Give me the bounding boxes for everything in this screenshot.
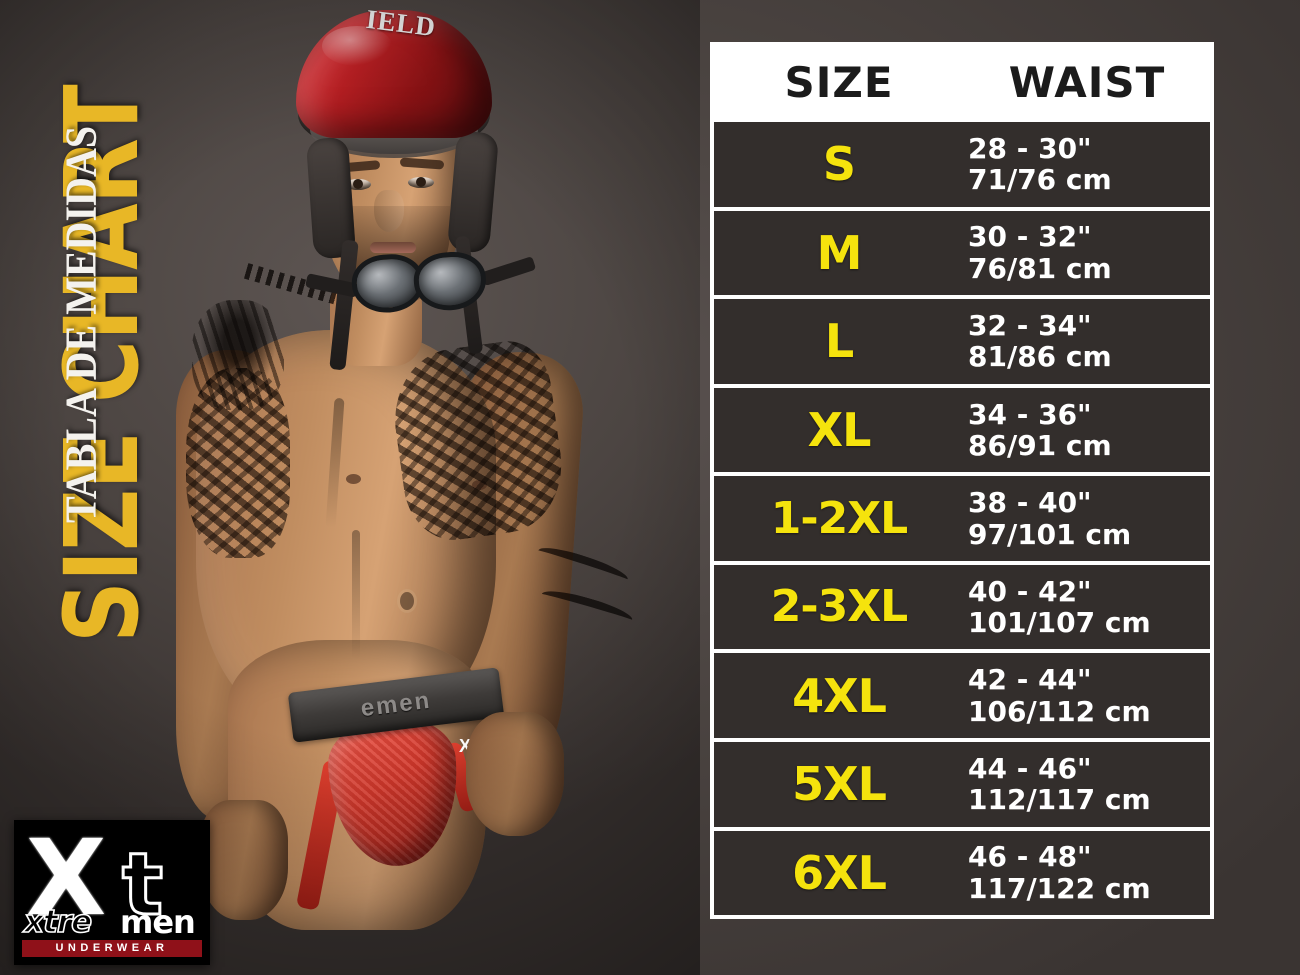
navel-piercing <box>400 592 414 610</box>
cell-waist: 46 - 48" 117/122 cm <box>964 841 1210 904</box>
waist-centimeters: 117/122 cm <box>968 871 1151 905</box>
table-row: S 28 - 30" 71/76 cm <box>714 118 1210 207</box>
waist-centimeters: 76/81 cm <box>968 251 1112 285</box>
cell-size: 4XL <box>792 668 887 723</box>
waist-centimeters: 86/91 cm <box>968 428 1112 462</box>
cell-waist: 34 - 36" 86/91 cm <box>964 397 1210 462</box>
helmet-gloss-highlight <box>322 26 392 66</box>
model-mouth <box>370 242 416 253</box>
table-row: M 30 - 32" 76/81 cm <box>714 206 1210 296</box>
table-row: 2-3XL 40 - 42" 101/107 cm <box>714 560 1210 650</box>
logo-tagline: UNDERWEAR <box>22 940 202 957</box>
cell-size: S <box>822 137 856 192</box>
column-header-waist: WAIST <box>1008 57 1166 107</box>
table-header-row: SIZE WAIST <box>714 46 1210 118</box>
waist-inches: 42 - 44" <box>968 663 1092 697</box>
red-helmet <box>296 10 492 138</box>
table-body: S 28 - 30" 71/76 cm M 30 - 32" 76/81 cm L 32 - … <box>714 118 1210 916</box>
table-row: 1-2XL 38 - 40" 97/101 cm <box>714 472 1210 561</box>
waist-centimeters: 81/86 cm <box>968 340 1112 374</box>
waist-centimeters: 97/101 cm <box>968 517 1132 551</box>
cell-size: 5XL <box>792 757 887 812</box>
brand-logo: X t xtre men UNDERWEAR <box>14 820 210 965</box>
table-row: 4XL 42 - 44" 106/112 cm <box>714 649 1210 738</box>
logo-t-mark: t <box>120 835 164 935</box>
column-header-size: SIZE <box>784 57 894 107</box>
cell-waist: 40 - 42" 101/107 cm <box>964 574 1210 640</box>
cell-size: 1-2XL <box>770 492 908 544</box>
table-row: L 32 - 34" 81/86 cm <box>714 295 1210 384</box>
waist-inches: 30 - 32" <box>968 220 1092 254</box>
size-chart-table: SIZE WAIST S 28 - 30" 71/76 cm M 30 - 32" 76/… <box>710 42 1214 919</box>
cell-size: L <box>824 314 854 369</box>
waist-inches: 46 - 48" <box>968 840 1092 874</box>
cell-size: M <box>816 225 863 280</box>
cell-size: 6XL <box>792 845 887 900</box>
abs-shading <box>352 530 360 660</box>
photo-vignette <box>0 0 700 975</box>
model-nose <box>374 190 404 232</box>
cell-waist: 30 - 32" 76/81 cm <box>964 221 1210 284</box>
cell-waist: 32 - 34" 81/86 cm <box>964 310 1210 373</box>
waist-inches: 40 - 42" <box>968 574 1092 608</box>
logo-wordmark: xtre men <box>22 903 202 941</box>
table-row: 5XL 44 - 46" 112/117 cm <box>714 737 1210 827</box>
cell-size: XL <box>807 402 872 457</box>
wolf-tattoo <box>192 300 284 410</box>
model-chest-detail-left <box>346 474 361 484</box>
cell-waist: 38 - 40" 97/101 cm <box>964 487 1210 550</box>
waist-inches: 28 - 30" <box>968 131 1092 165</box>
waist-inches: 32 - 34" <box>968 309 1092 343</box>
waist-inches: 44 - 46" <box>968 751 1092 785</box>
logo-wordmark-xtre: xtre <box>23 904 93 940</box>
waist-centimeters: 106/112 cm <box>968 694 1151 728</box>
waist-inches: 34 - 36" <box>968 397 1092 431</box>
logo-wordmark-men: men <box>120 903 196 941</box>
model-pupil-left <box>353 179 363 189</box>
cell-waist: 42 - 44" 106/112 cm <box>964 664 1210 727</box>
table-row: XL 34 - 36" 86/91 cm <box>714 383 1210 473</box>
table-row: 6XL 46 - 48" 117/122 cm <box>714 826 1210 916</box>
model-right-hand <box>466 712 564 836</box>
waist-centimeters: 101/107 cm <box>968 606 1151 640</box>
waist-centimeters: 112/117 cm <box>968 783 1151 817</box>
cell-size: 2-3XL <box>770 581 908 633</box>
page-subtitle: TABLA DE MEDIDAS <box>55 125 106 523</box>
logo-x-mark: X <box>26 820 106 939</box>
model-left-hand <box>200 800 288 920</box>
waist-inches: 38 - 40" <box>968 486 1092 520</box>
cell-waist: 44 - 46" 112/117 cm <box>964 751 1210 817</box>
model-pupil-right <box>416 177 426 187</box>
cell-waist: 28 - 30" 71/76 cm <box>964 133 1210 196</box>
waist-centimeters: 71/76 cm <box>968 163 1112 197</box>
